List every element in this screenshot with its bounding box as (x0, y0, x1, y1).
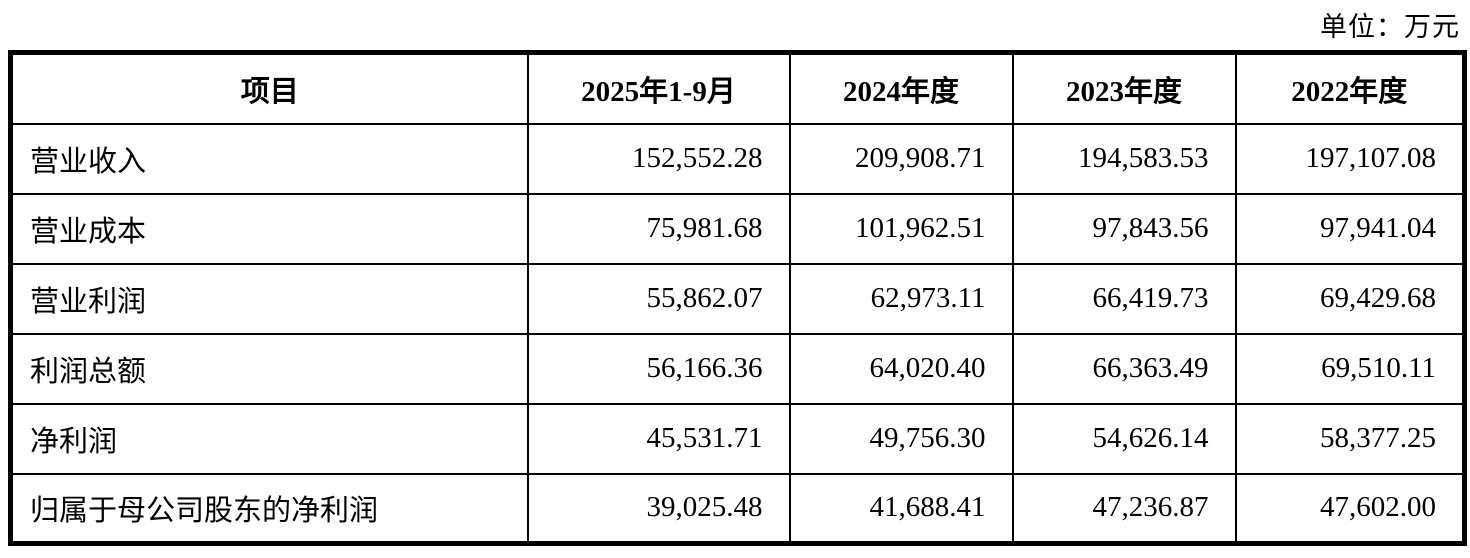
row-label: 营业收入 (9, 122, 529, 195)
cell-value: 55,862.07 (526, 262, 791, 335)
table-row-operating-revenue: 营业收入 152,552.28 209,908.71 194,583.53 19… (9, 122, 1466, 195)
cell-value: 45,531.71 (526, 402, 791, 475)
cell-value: 56,166.36 (526, 332, 791, 405)
cell-value: 47,602.00 (1234, 472, 1466, 545)
unit-label: 单位：万元 (1320, 12, 1460, 42)
row-label: 利润总额 (9, 332, 529, 405)
table-row-net-profit: 净利润 45,531.71 49,756.30 54,626.14 58,377… (9, 402, 1466, 475)
table-row-net-profit-attributable-to-parent: 归属于母公司股东的净利润 39,025.48 41,688.41 47,236.… (9, 472, 1466, 545)
row-label: 净利润 (9, 402, 529, 475)
cell-value: 97,941.04 (1234, 192, 1466, 265)
table-row-total-profit: 利润总额 56,166.36 64,020.40 66,363.49 69,51… (9, 332, 1466, 405)
cell-value: 197,107.08 (1234, 122, 1466, 195)
cell-value: 64,020.40 (788, 332, 1014, 405)
table-row-operating-profit: 营业利润 55,862.07 62,973.11 66,419.73 69,42… (9, 262, 1466, 335)
cell-value: 41,688.41 (788, 472, 1014, 545)
cell-value: 47,236.87 (1011, 472, 1237, 545)
row-label: 营业成本 (9, 192, 529, 265)
table-row-operating-cost: 营业成本 75,981.68 101,962.51 97,843.56 97,9… (9, 192, 1466, 265)
cell-value: 49,756.30 (788, 402, 1014, 475)
cell-value: 66,419.73 (1011, 262, 1237, 335)
column-header-2023: 2023年度 (1011, 51, 1237, 125)
cell-value: 58,377.25 (1234, 402, 1466, 475)
cell-value: 194,583.53 (1011, 122, 1237, 195)
cell-value: 75,981.68 (526, 192, 791, 265)
cell-value: 69,429.68 (1234, 262, 1466, 335)
row-label: 归属于母公司股东的净利润 (9, 472, 529, 545)
cell-value: 101,962.51 (788, 192, 1014, 265)
row-label: 营业利润 (9, 262, 529, 335)
cell-value: 66,363.49 (1011, 332, 1237, 405)
cell-value: 54,626.14 (1011, 402, 1237, 475)
column-header-item: 项目 (9, 51, 529, 125)
cell-value: 209,908.71 (788, 122, 1014, 195)
cell-value: 39,025.48 (526, 472, 791, 545)
cell-value: 152,552.28 (526, 122, 791, 195)
cell-value: 62,973.11 (788, 262, 1014, 335)
column-header-2022: 2022年度 (1234, 51, 1466, 125)
financial-summary-table: 项目 2025年1-9月 2024年度 2023年度 2022年度 营业收入 1… (8, 50, 1467, 546)
cell-value: 97,843.56 (1011, 192, 1237, 265)
column-header-2024: 2024年度 (788, 51, 1014, 125)
cell-value: 69,510.11 (1234, 332, 1466, 405)
table-header-row: 项目 2025年1-9月 2024年度 2023年度 2022年度 (9, 51, 1466, 125)
column-header-2025-jan-sep: 2025年1-9月 (526, 51, 791, 125)
